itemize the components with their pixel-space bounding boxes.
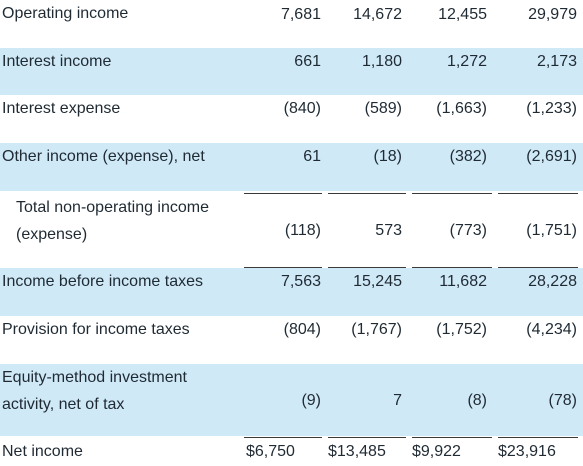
row-label: Provision for income taxes: [2, 321, 190, 338]
row-label-line-2: activity, net of tax: [2, 396, 125, 413]
cell-col4: 2,173: [536, 53, 577, 70]
cell-col4: 29,979: [528, 6, 577, 23]
cell-col2: 1,180: [361, 53, 402, 70]
cell-col2: $13,485: [328, 443, 386, 460]
subtotal-rule: [498, 193, 578, 194]
cell-col4: (78): [548, 392, 577, 409]
cell-col1: 7,681: [280, 6, 321, 23]
cell-col2: 7: [393, 392, 402, 409]
table-row-provision-taxes: Provision for income taxes (804) (1,767)…: [0, 316, 583, 364]
cell-col4: 28,228: [528, 273, 577, 290]
subtotal-rule: [328, 193, 406, 194]
cell-col3: 11,682: [439, 273, 487, 290]
cell-col3: 12,455: [438, 6, 487, 23]
cell-col3: (1,752): [436, 321, 487, 338]
row-label: Interest expense: [2, 100, 121, 117]
subtotal-rule: [412, 267, 492, 268]
subtotal-rule: [328, 267, 406, 268]
cell-col3: $9,922: [412, 443, 461, 460]
subtotal-rule: [244, 193, 322, 194]
cell-col3: (8): [467, 392, 487, 409]
table-row-net-income: Net income $6,750 $13,485 $9,922 $23,916: [0, 438, 583, 466]
cell-col4: (4,234): [526, 321, 577, 338]
subtotal-rule: [498, 267, 578, 268]
row-label-line-1: Total non-operating income: [16, 199, 210, 216]
cell-col3: (1,663): [436, 100, 487, 117]
cell-col1: (118): [284, 222, 321, 239]
row-label-line-2: (expense): [16, 226, 88, 243]
cell-col2: 15,245: [353, 273, 402, 290]
cell-col1: (804): [283, 321, 321, 338]
total-rule: [328, 437, 406, 438]
cell-col2: 14,672: [353, 6, 402, 23]
cell-col1: (840): [283, 100, 321, 117]
subtotal-rule: [412, 193, 492, 194]
cell-col2: (1,767): [351, 321, 402, 338]
total-rule: [244, 437, 322, 438]
cell-col4: (2,691): [526, 148, 577, 165]
total-rule: [412, 437, 492, 438]
cell-col1: 7,563: [280, 273, 321, 290]
cell-col3: (382): [449, 148, 487, 165]
row-label: Other income (expense), net: [2, 148, 205, 165]
total-rule: [498, 437, 578, 438]
row-label-line-1: Equity-method investment: [2, 369, 187, 386]
cell-col4: (1,233): [526, 100, 577, 117]
cell-col1: (9): [301, 392, 321, 409]
row-label: Operating income: [2, 5, 129, 22]
table-row-income-before-taxes: Income before income taxes 7,563 15,245 …: [0, 268, 583, 316]
row-label: Income before income taxes: [2, 273, 203, 290]
cell-col2: 573: [375, 222, 402, 239]
cell-col2: (18): [373, 148, 402, 165]
subtotal-rule: [244, 267, 322, 268]
cell-col1: 61: [303, 148, 321, 165]
table-row-interest-expense: Interest expense (840) (589) (1,663) (1,…: [0, 95, 583, 143]
cell-col4: (1,751): [526, 222, 577, 239]
cell-col3: (773): [449, 222, 487, 239]
cell-col1: 661: [294, 53, 321, 70]
table-row-equity-method: Equity-method investment activity, net o…: [0, 364, 583, 436]
row-label: Interest income: [2, 53, 112, 70]
table-row-operating-income: Operating income 7,681 14,672 12,455 29,…: [0, 0, 583, 36]
cell-col2: (589): [364, 100, 402, 117]
table-row-interest-income: Interest income 661 1,180 1,272 2,173: [0, 48, 583, 95]
table-row-other-income: Other income (expense), net 61 (18) (382…: [0, 143, 583, 191]
cell-col1: $6,750: [246, 443, 295, 460]
row-label: Net income: [2, 443, 83, 460]
cell-col4: $23,916: [498, 443, 556, 460]
table-row-total-non-operating: Total non-operating income (expense) (11…: [0, 195, 583, 267]
cell-col3: 1,272: [446, 53, 487, 70]
